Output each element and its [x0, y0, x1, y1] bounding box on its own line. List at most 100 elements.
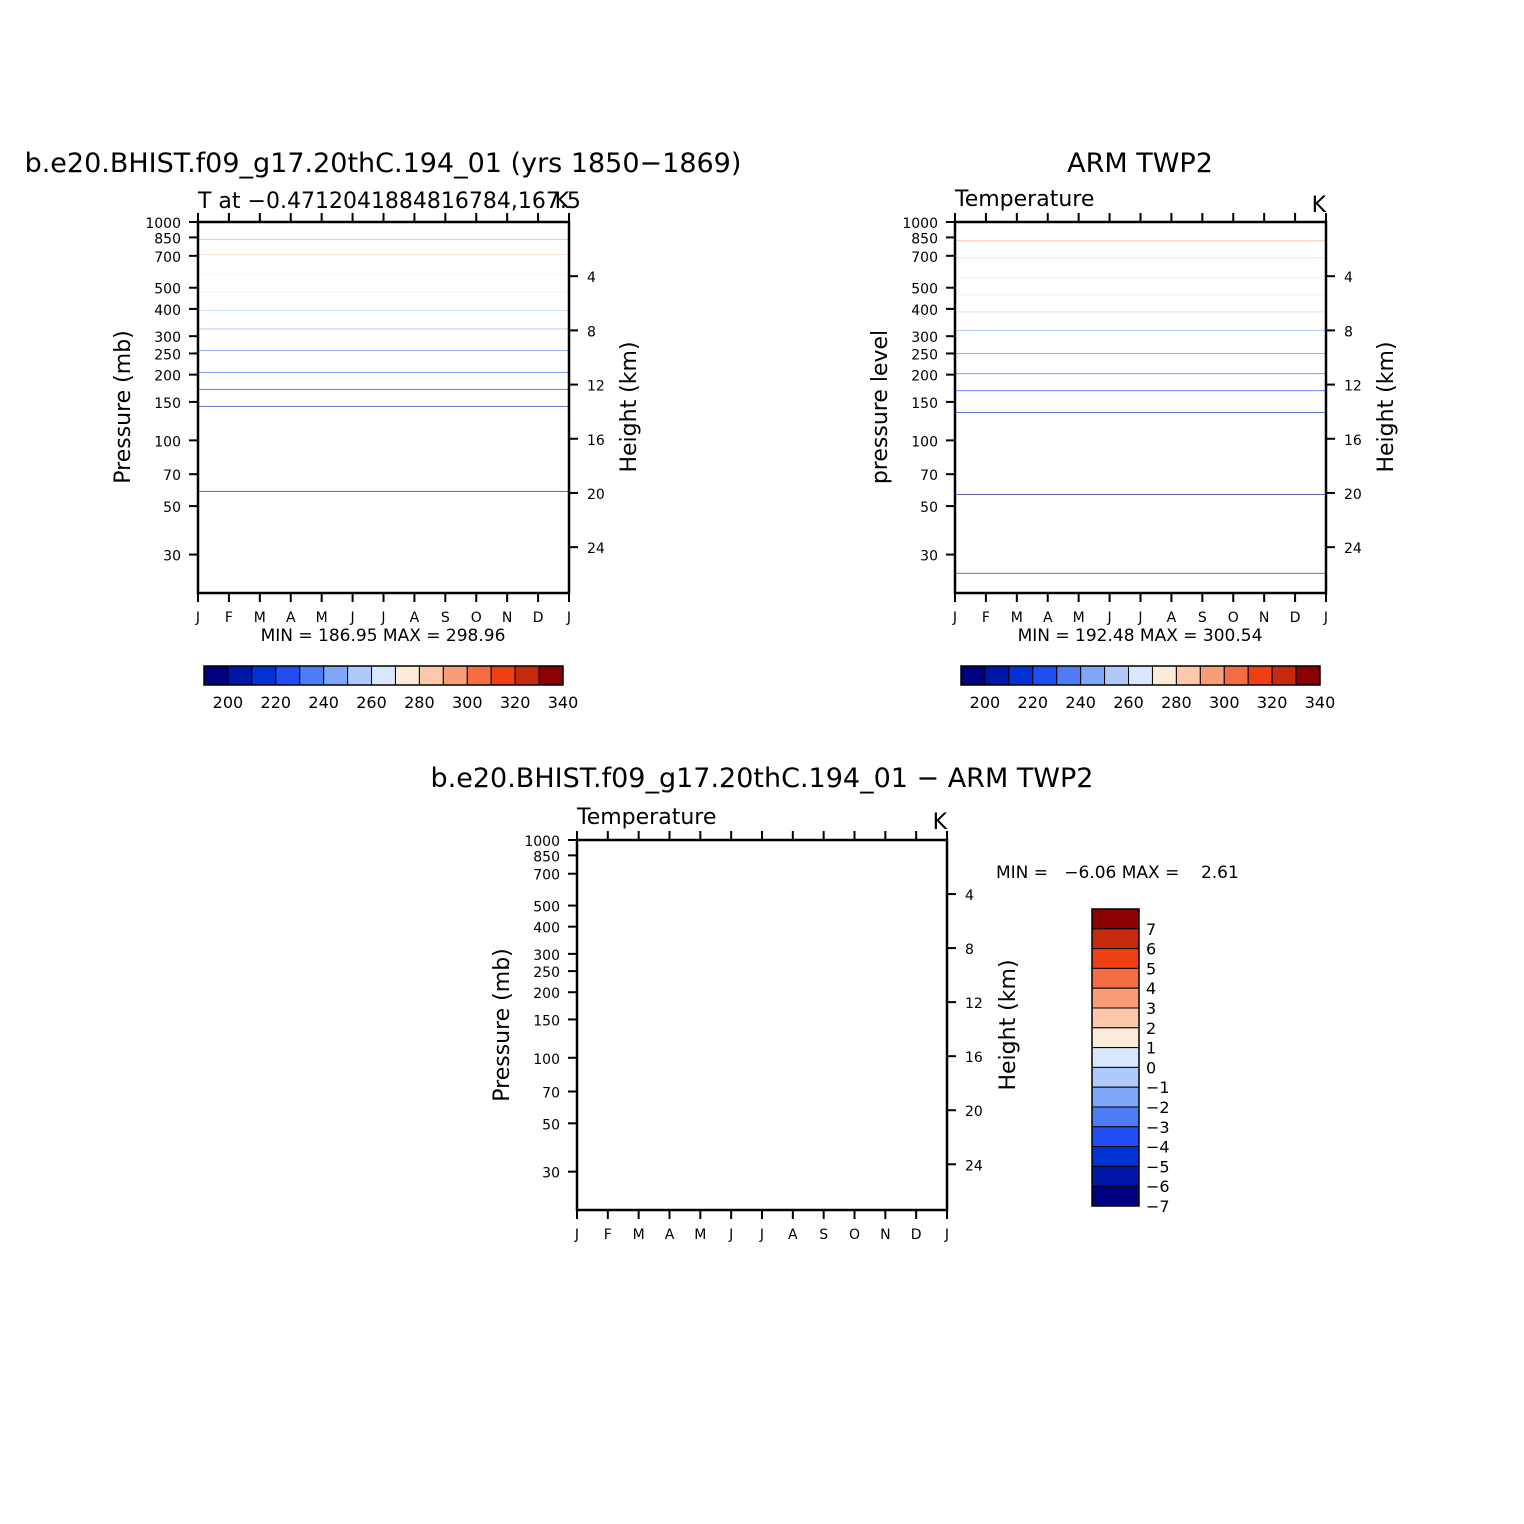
right-tick-label: 24 — [1344, 541, 1362, 557]
colorbar-label: 280 — [1161, 693, 1192, 712]
x-tick-label: J — [350, 610, 355, 626]
colorbar-box — [1151, 665, 1177, 686]
panel-subtitle: T at −0.4712041884816784,167.5 — [197, 189, 581, 214]
right-tick-label: 8 — [1344, 324, 1353, 340]
colorbar-box — [275, 665, 301, 686]
colorbar-box — [1091, 1066, 1140, 1088]
colorbar-box — [1091, 987, 1140, 1009]
x-tick-label: F — [604, 1227, 612, 1243]
x-tick-label: J — [759, 1227, 764, 1243]
y-tick-label: 50 — [542, 1117, 560, 1133]
right-tick-label: 4 — [965, 888, 974, 904]
colorbar-label: 4 — [1146, 979, 1156, 998]
colorbar-label: 320 — [1257, 693, 1288, 712]
units-label: K — [555, 189, 570, 214]
x-tick-label: A — [1167, 610, 1177, 626]
right-tick-label: 4 — [1344, 270, 1353, 286]
colorbar-box — [1128, 665, 1153, 686]
y-tick-label: 50 — [163, 500, 181, 516]
colorbar-box — [960, 665, 986, 686]
y-tick-label: 850 — [533, 849, 560, 865]
y-tick-label: 1000 — [145, 216, 181, 232]
colorbar-label: 220 — [1018, 693, 1049, 712]
y-tick-label: 400 — [533, 921, 560, 937]
y-axis-label: Pressure (mb) — [490, 948, 515, 1102]
contour-band — [198, 328, 569, 330]
contour-band — [955, 311, 1326, 313]
y-tick-label: 250 — [911, 347, 938, 363]
x-tick-label: M — [633, 1227, 645, 1243]
y-tick-label: 700 — [911, 250, 938, 266]
colorbar-frame — [960, 665, 1321, 686]
contour-band — [955, 572, 1326, 574]
colorbar-box — [299, 665, 325, 686]
x-tick-label: D — [533, 610, 544, 626]
colorbar-box — [1091, 1047, 1140, 1068]
colorbar-box — [1091, 1146, 1140, 1167]
colorbar-label: −6 — [1146, 1177, 1170, 1196]
contour-band — [955, 294, 1326, 296]
colorbar-label: 240 — [308, 693, 339, 712]
right-tick-label: 24 — [587, 541, 605, 557]
colorbar-label: 300 — [452, 693, 483, 712]
colorbar-label: 260 — [356, 693, 387, 712]
min-max-label: MIN = 192.48 MAX = 300.54 — [1018, 626, 1263, 646]
colorbar-box — [1091, 1165, 1140, 1187]
colorbar-label: 240 — [1065, 693, 1096, 712]
x-tick-label: O — [1228, 610, 1239, 626]
y-tick-label: 300 — [154, 330, 181, 346]
right-tick-label: 16 — [587, 433, 605, 449]
y-tick-label: 700 — [533, 868, 560, 884]
x-tick-label: O — [471, 610, 482, 626]
y-tick-label: 150 — [154, 396, 181, 412]
x-tick-label: J — [380, 610, 385, 626]
units-label: K — [1312, 193, 1327, 218]
right-tick-label: 20 — [1344, 487, 1362, 503]
x-tick-label: J — [952, 610, 957, 626]
colorbar-frame — [1091, 908, 1140, 1207]
colorbar-box — [1199, 665, 1225, 686]
y-tick-label: 1000 — [902, 216, 938, 232]
x-tick-label: S — [1198, 610, 1207, 626]
colorbar-label: −7 — [1146, 1197, 1170, 1216]
colorbar-label: 340 — [548, 693, 579, 712]
colorbar-box — [251, 665, 277, 686]
colorbar-box — [1271, 665, 1297, 686]
colorbar-label: 200 — [213, 693, 244, 712]
x-tick-label: J — [566, 610, 571, 626]
colorbar-box — [1247, 665, 1273, 686]
right-tick-label: 12 — [1344, 379, 1362, 395]
colorbar-label: 280 — [404, 693, 435, 712]
contour-band — [198, 254, 569, 256]
colorbar-box — [1032, 665, 1058, 686]
x-tick-label: N — [1259, 610, 1269, 626]
right-tick-label: 12 — [587, 379, 605, 395]
y-tick-label: 300 — [911, 330, 938, 346]
colorbar-box — [1091, 1185, 1140, 1207]
colorbar-label: −3 — [1146, 1118, 1170, 1137]
y-tick-label: 250 — [154, 347, 181, 363]
x-tick-label: D — [1290, 610, 1301, 626]
colorbar-box — [1008, 665, 1034, 686]
x-tick-label: D — [911, 1227, 922, 1243]
x-tick-label: S — [819, 1227, 828, 1243]
colorbar-box — [1080, 665, 1106, 686]
colorbar-label: −2 — [1146, 1098, 1170, 1117]
colorbar-label: 5 — [1146, 959, 1156, 978]
x-tick-label: M — [1073, 610, 1085, 626]
contour-band — [955, 390, 1326, 392]
y-tick-label: 400 — [154, 303, 181, 319]
contour-band — [198, 350, 569, 351]
y-tick-label: 200 — [911, 369, 938, 385]
x-tick-label: A — [410, 610, 420, 626]
colorbar-box — [514, 665, 540, 686]
panel-title: b.e20.BHIST.f09_g17.20thC.194_01 − ARM T… — [431, 763, 1094, 794]
x-tick-label: J — [1107, 610, 1112, 626]
right-tick-label: 16 — [965, 1050, 983, 1066]
contour-band — [198, 490, 569, 492]
